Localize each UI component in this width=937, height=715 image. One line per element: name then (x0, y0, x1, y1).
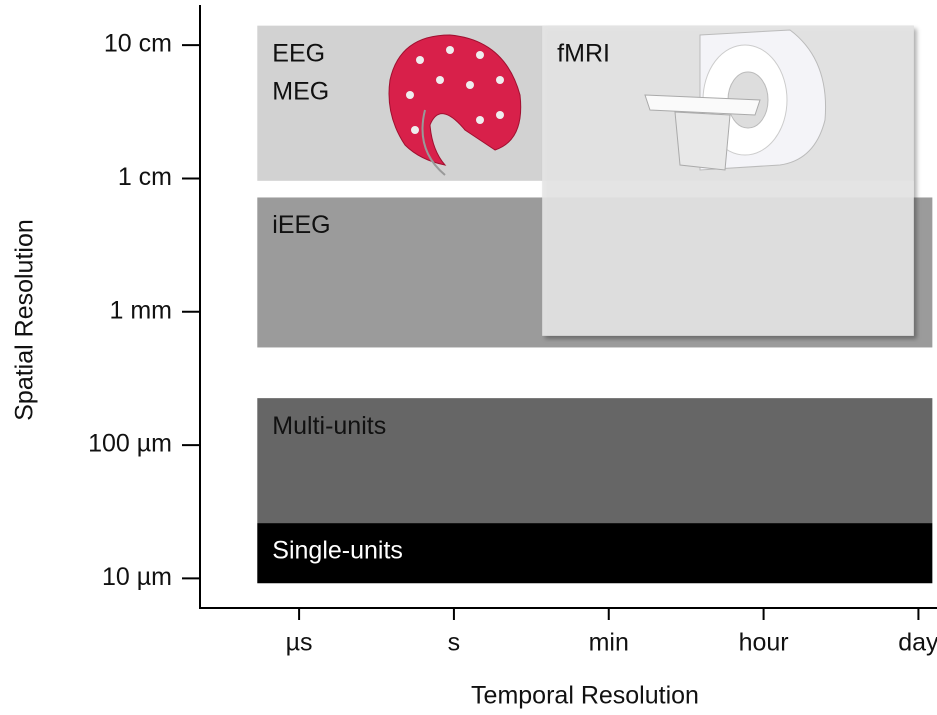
box-label: iEEG (272, 211, 330, 239)
y-tick-label: 10 µm (102, 563, 172, 591)
y-tick-label: 1 cm (118, 163, 172, 191)
box-label: MEG (272, 77, 329, 105)
y-axis-title: Spatial Resolution (11, 219, 39, 421)
boxes: EEG MEG iEEG fMRI Multi-units Single-units (257, 26, 932, 584)
x-axis-title: Temporal Resolution (471, 682, 699, 710)
x-tick-label: day (898, 629, 937, 657)
box-label: Multi-units (272, 412, 386, 440)
y-tick-label: 10 cm (104, 30, 172, 58)
x-tick-label: s (448, 629, 461, 657)
x-tick-label: hour (739, 629, 789, 657)
box-label: EEG (272, 39, 325, 67)
page: {"chart_data": {"type": "range", "x_labe… (0, 0, 937, 715)
box-label: Single-units (272, 537, 403, 565)
chart: EEG MEG iEEG fMRI Multi-units Single-units Te… (0, 0, 937, 715)
y-tick-label: 100 µm (88, 430, 172, 458)
x-tick-label: min (589, 629, 629, 657)
x-tick-label: µs (286, 629, 313, 657)
y-tick-label: 1 mm (110, 296, 173, 324)
box-label: fMRI (557, 39, 610, 67)
